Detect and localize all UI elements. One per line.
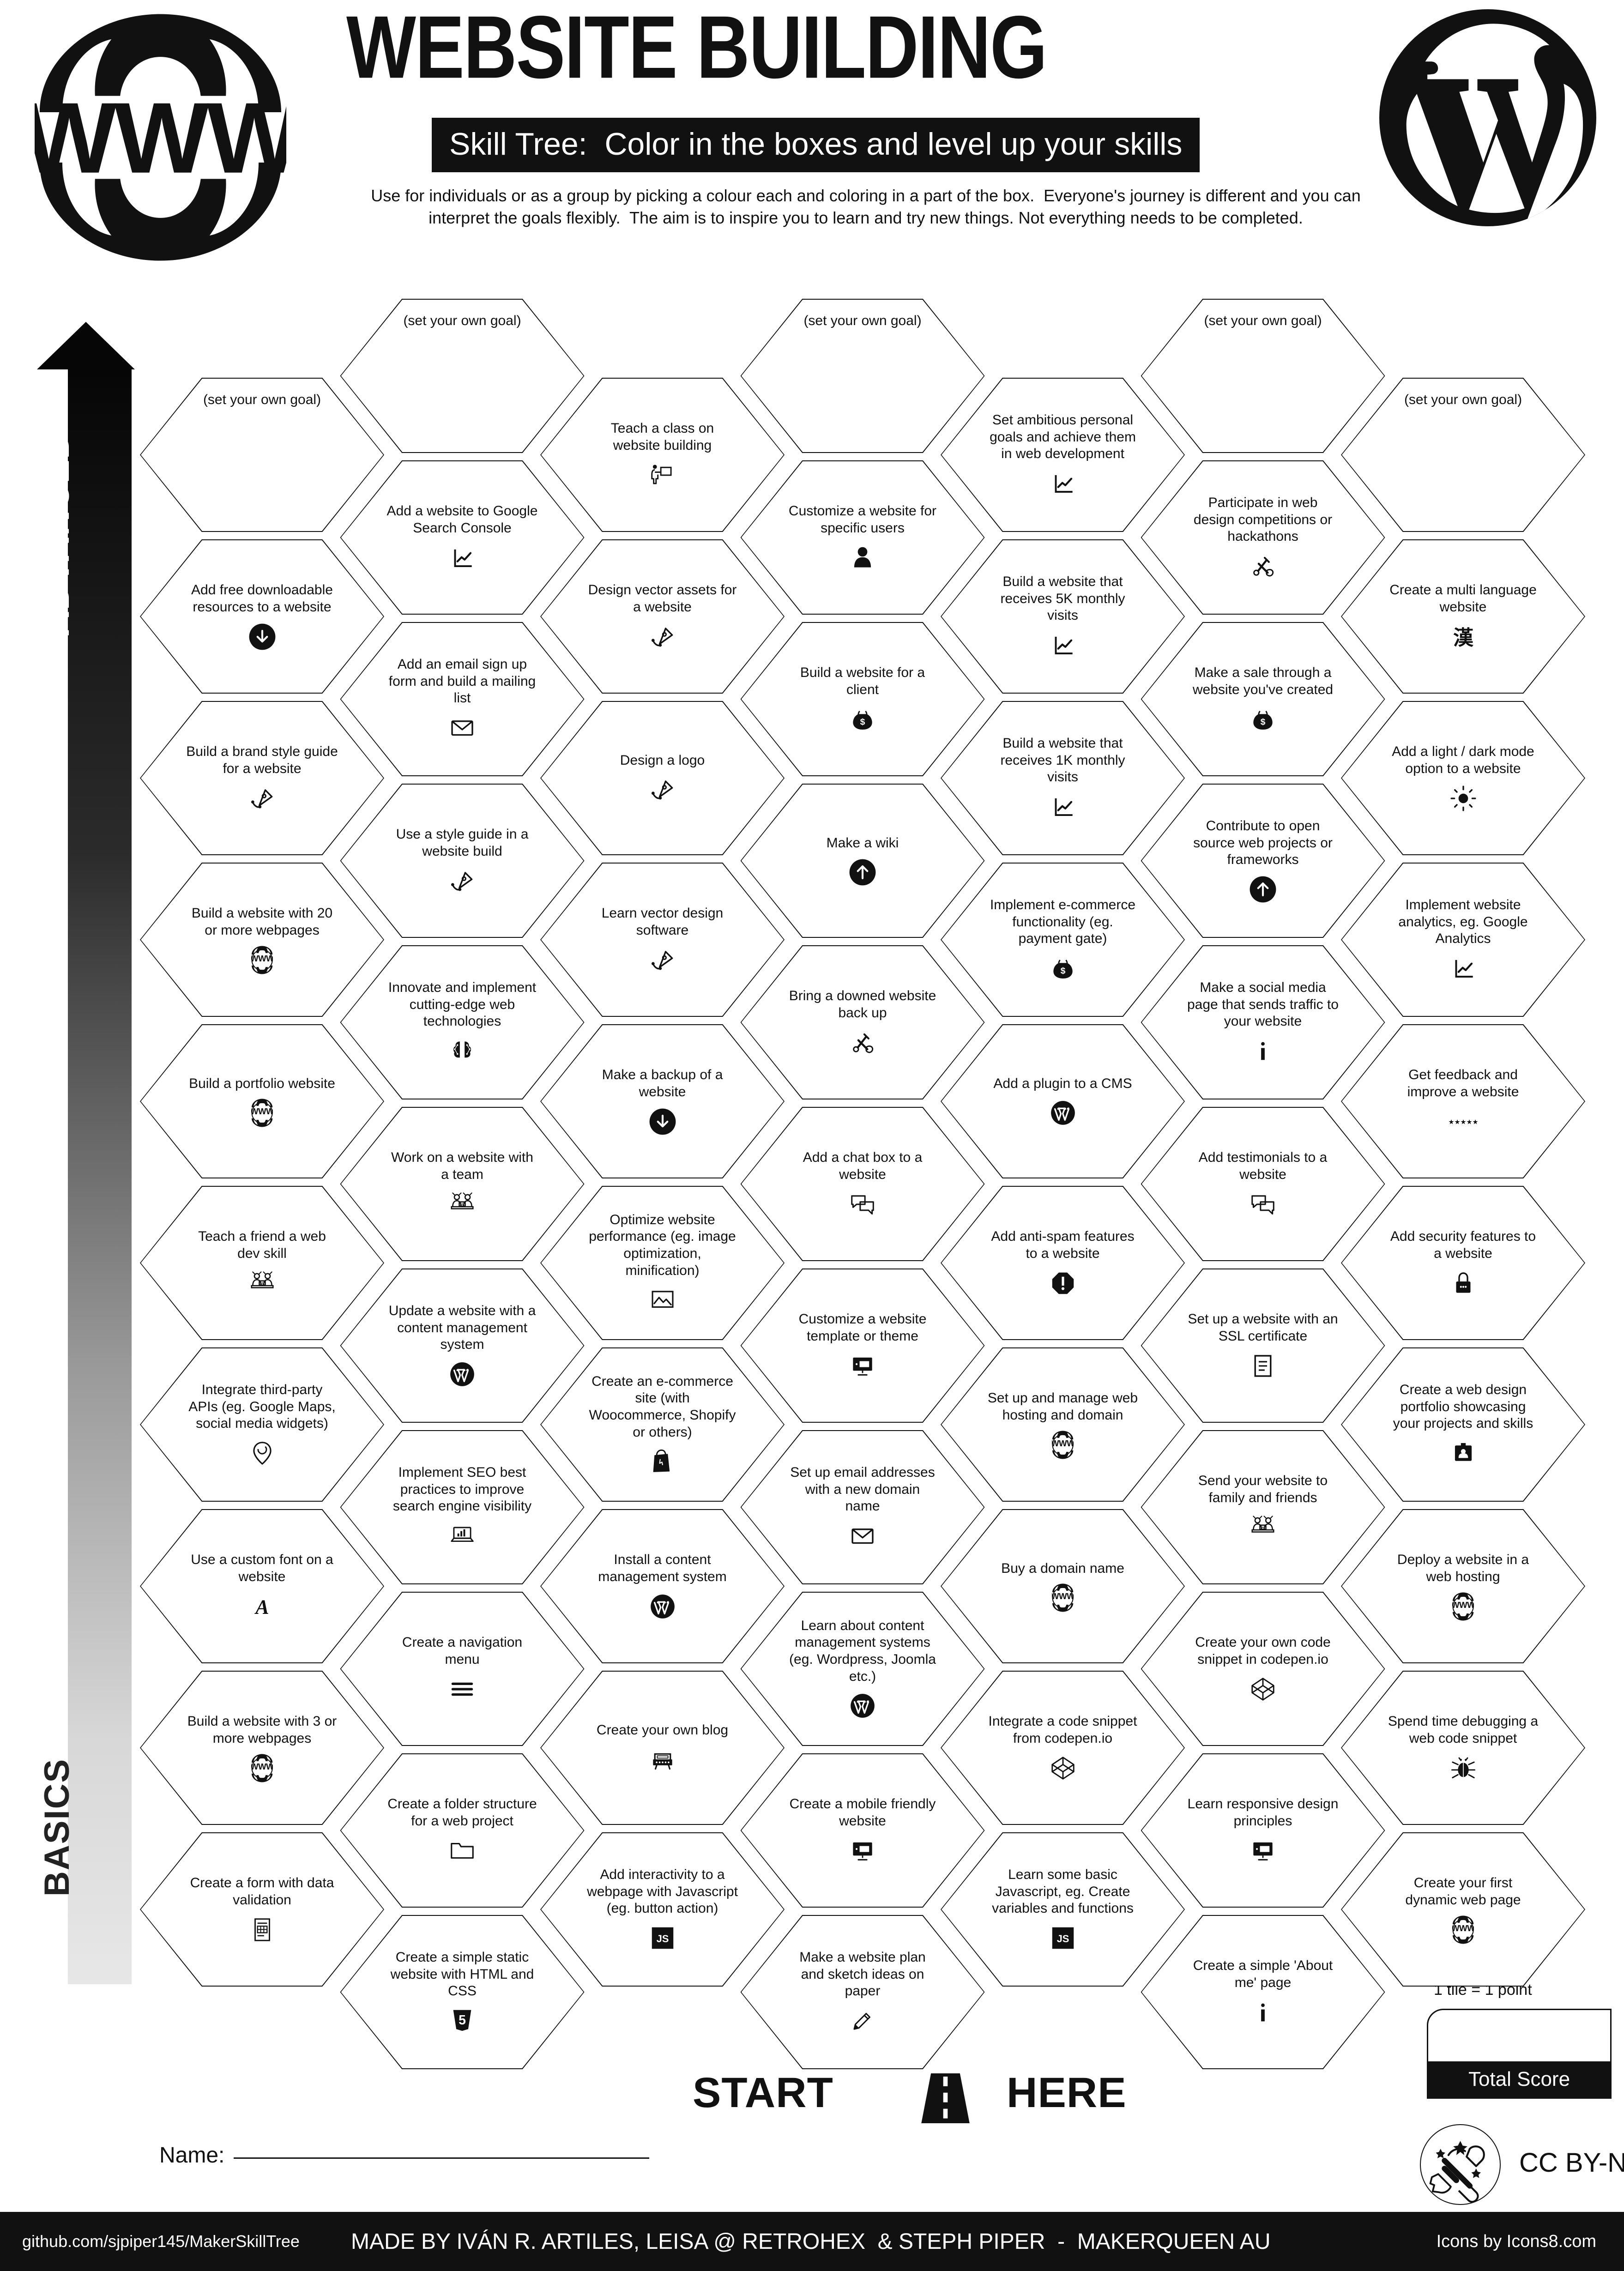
svg-text:$: $ [1261,717,1266,727]
svg-text:$: $ [1060,966,1065,976]
svg-text:A: A [254,1596,269,1618]
svg-text:★★★★★: ★★★★★ [1449,1118,1478,1126]
svg-text:WWW: WWW [251,1762,273,1771]
svg-text:WWW: WWW [1452,1923,1474,1933]
svg-text:WWW: WWW [1052,1438,1074,1448]
svg-text:WWW: WWW [1452,1600,1474,1610]
svg-text:JS: JS [656,1933,669,1945]
svg-text:WWW: WWW [1052,1591,1074,1601]
svg-text:$: $ [860,717,865,727]
svg-text:漢: 漢 [1453,626,1474,649]
svg-text:5: 5 [459,2013,466,2028]
svg-text:WWW: WWW [251,1106,273,1116]
svg-text:WWW: WWW [251,954,273,963]
svg-text:JS: JS [1057,1933,1069,1945]
